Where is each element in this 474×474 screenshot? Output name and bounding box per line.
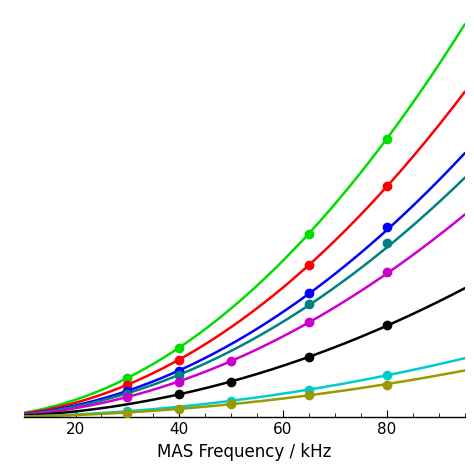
X-axis label: MAS Frequency / kHz: MAS Frequency / kHz bbox=[157, 443, 331, 461]
